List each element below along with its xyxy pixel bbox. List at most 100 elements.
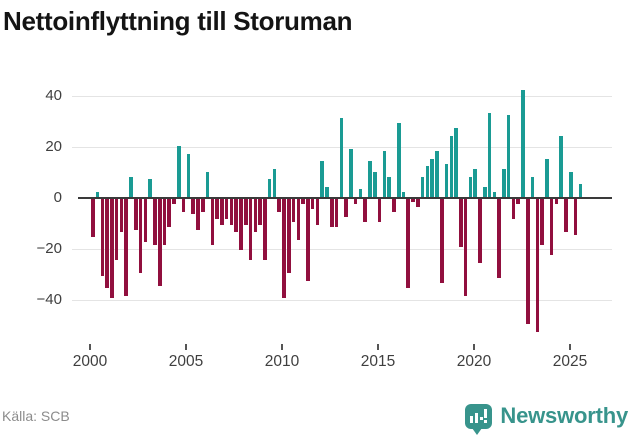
bar-2008-q1 xyxy=(243,199,248,225)
bar-2001-q1 xyxy=(110,199,114,299)
bar-2021-q1 xyxy=(492,191,497,197)
bar-2012-q2 xyxy=(325,186,329,197)
bar-2014-q3 xyxy=(368,161,372,197)
x-axis-label-2020: 2020 xyxy=(456,353,492,370)
chart-title: Nettoinflyttning till Storuman xyxy=(3,6,353,36)
bar-2017-q2 xyxy=(420,176,425,197)
bar-2021-q4 xyxy=(506,115,511,197)
bar-2007-q2 xyxy=(229,199,234,225)
bar-2012-q3 xyxy=(330,199,334,228)
bar-2018-q1 xyxy=(435,151,439,197)
bar-2008-q4 xyxy=(258,199,262,225)
bar-2020-q4 xyxy=(487,112,492,197)
bar-2020-q3 xyxy=(482,186,487,197)
bar-2005-q3 xyxy=(196,199,200,230)
bar-2023-q2 xyxy=(535,199,540,332)
bar-2022-q2 xyxy=(516,199,520,205)
bar-2002-q2 xyxy=(134,199,138,230)
bar-2003-q2 xyxy=(153,199,157,245)
bar-2013-q4 xyxy=(353,199,358,205)
bar-2011-q1 xyxy=(301,199,305,205)
x-tick-2015 xyxy=(377,344,379,350)
bar-2001-q2 xyxy=(114,199,119,261)
bar-2020-q2 xyxy=(478,199,482,263)
bar-2024-q3 xyxy=(559,135,564,197)
bar-2021-q2 xyxy=(497,199,501,279)
bar-2013-q3 xyxy=(349,148,353,197)
bar-2023-q1 xyxy=(530,176,535,197)
gridline--40 xyxy=(72,299,612,301)
newsworthy-badge-icon xyxy=(465,403,493,435)
bar-2006-q1 xyxy=(205,171,210,197)
y-axis-label-0: 0 xyxy=(53,189,62,206)
bar-2014-q1 xyxy=(358,189,363,197)
bar-2002-q4 xyxy=(143,199,148,243)
bar-2011-q4 xyxy=(315,199,320,225)
bar-2019-q3 xyxy=(463,199,468,296)
bar-2007-q3 xyxy=(234,199,238,233)
bar-2009-q2 xyxy=(267,179,272,197)
bar-2005-q2 xyxy=(191,199,195,215)
bar-2006-q4 xyxy=(220,199,224,225)
bar-2024-q1 xyxy=(549,199,554,256)
bar-2025-q3 xyxy=(578,184,583,197)
bar-2023-q3 xyxy=(540,199,544,245)
bar-2021-q3 xyxy=(502,168,506,197)
bar-2017-q3 xyxy=(425,166,430,197)
newsworthy-logo: Newsworthy xyxy=(465,403,628,435)
bar-2001-q4 xyxy=(124,199,129,296)
bar-2022-q1 xyxy=(511,199,516,220)
newsworthy-wordmark: Newsworthy xyxy=(500,403,628,428)
x-axis-label-2005: 2005 xyxy=(168,353,204,370)
bar-2019-q1 xyxy=(454,128,458,197)
bar-2002-q1 xyxy=(129,176,133,197)
gridline-40 xyxy=(72,95,612,97)
bar-2016-q3 xyxy=(406,199,411,289)
bar-2007-q4 xyxy=(239,199,243,250)
bar-2003-q1 xyxy=(148,179,152,197)
bar-2015-q4 xyxy=(392,199,396,212)
bar-2019-q2 xyxy=(459,199,463,248)
y-axis-label-40: 40 xyxy=(45,87,62,104)
bar-2004-q1 xyxy=(167,199,172,228)
bar-2014-q2 xyxy=(363,199,368,222)
bar-2003-q3 xyxy=(157,199,162,286)
bar-2017-q4 xyxy=(430,158,434,197)
bar-2001-q3 xyxy=(119,199,124,233)
source-note: Källa: SCB xyxy=(2,408,70,424)
x-tick-2000 xyxy=(89,344,91,350)
bar-2012-q1 xyxy=(320,161,325,197)
bar-2025-q1 xyxy=(569,171,573,197)
bar-2009-q4 xyxy=(277,199,281,212)
bar-2015-q1 xyxy=(377,199,382,222)
x-tick-2020 xyxy=(473,344,475,350)
bar-2023-q4 xyxy=(545,158,549,197)
bar-2011-q3 xyxy=(310,199,315,210)
bar-2018-q3 xyxy=(444,163,449,197)
bar-2008-q2 xyxy=(248,199,253,261)
bar-2013-q2 xyxy=(344,199,348,217)
bar-2006-q3 xyxy=(215,199,219,220)
bar-2008-q3 xyxy=(253,199,258,233)
bar-2017-q1 xyxy=(416,199,420,207)
bar-2009-q1 xyxy=(263,199,267,261)
bar-2000-q2 xyxy=(95,191,100,197)
bar-2016-q1 xyxy=(396,123,401,197)
bar-2015-q3 xyxy=(387,176,391,197)
x-axis-label-2000: 2000 xyxy=(72,353,108,370)
bar-2003-q4 xyxy=(162,199,167,245)
bar-2006-q2 xyxy=(210,199,215,245)
y-axis-label-20: 20 xyxy=(45,138,62,155)
bar-2018-q2 xyxy=(439,199,444,284)
bar-2005-q1 xyxy=(186,153,191,197)
bar-2011-q2 xyxy=(306,199,310,281)
badge-tail xyxy=(472,427,483,435)
bar-2004-q4 xyxy=(181,199,186,212)
bar-2010-q4 xyxy=(296,199,301,240)
bar-2020-q1 xyxy=(473,168,477,197)
bar-2018-q4 xyxy=(449,135,454,197)
bar-2000-q1 xyxy=(91,199,95,238)
bar-2000-q3 xyxy=(100,199,105,276)
y-axis-label--40: −40 xyxy=(36,291,62,308)
bar-2013-q1 xyxy=(339,117,344,197)
